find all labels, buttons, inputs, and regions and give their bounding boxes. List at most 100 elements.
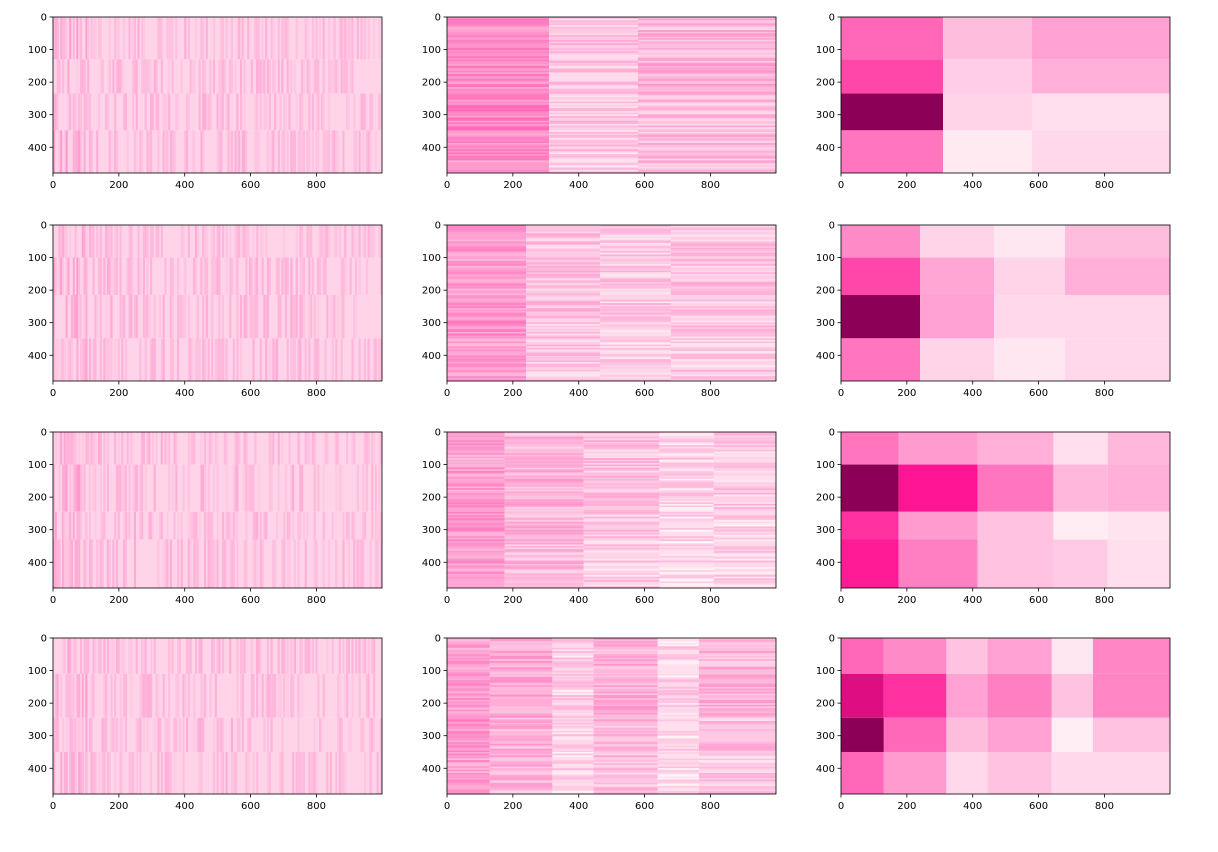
heatmap-stripe [659, 575, 714, 577]
axes-frame [446, 16, 777, 174]
heatmap-stripe [364, 751, 367, 794]
heatmap-stripe [150, 59, 153, 94]
heatmap-stripe [447, 488, 505, 491]
heatmap-stripe [187, 673, 190, 718]
heatmap-stripe [447, 88, 550, 91]
heatmap-stripe [243, 539, 246, 588]
heatmap-stripe [342, 511, 345, 540]
heatmap-stripe [447, 750, 490, 753]
y-tick-label: 0 [829, 634, 835, 645]
heatmap-stripe [638, 30, 776, 32]
heatmap-stripe [221, 717, 225, 752]
heatmap-stripe [593, 667, 658, 670]
heatmap-cell [841, 338, 921, 381]
heatmap-stripe [301, 225, 304, 258]
heatmap-stripe [108, 17, 111, 60]
heatmap-stripe [549, 54, 639, 57]
heatmap-cell [946, 717, 988, 752]
heatmap-stripe [447, 681, 490, 684]
heatmap-cell [987, 751, 1052, 794]
heatmap-stripe [335, 539, 338, 588]
heatmap-stripe [552, 662, 594, 665]
heatmap-stripe [126, 130, 129, 173]
heatmap-stripe [670, 309, 776, 312]
heatmap-stripe [218, 295, 221, 339]
heatmap-stripe [306, 17, 309, 60]
heatmap-stripe [337, 717, 340, 752]
heatmap-stripe [313, 338, 316, 381]
heatmap-stripe [638, 59, 776, 62]
heatmap-stripe [108, 257, 111, 296]
heatmap-stripe [526, 349, 601, 352]
heatmap-stripe [659, 486, 714, 489]
heatmap-stripe [333, 59, 336, 94]
heatmap-stripe [150, 511, 153, 540]
heatmap-stripe [698, 657, 776, 660]
heatmap-stripe [600, 339, 671, 342]
heatmap-stripe [447, 440, 505, 443]
heatmap-stripe [447, 724, 490, 727]
heatmap-stripe [230, 539, 234, 588]
heatmap-stripe [447, 486, 505, 489]
heatmap-stripe [195, 638, 198, 674]
heatmap-stripe [277, 638, 280, 674]
heatmap-stripe [54, 432, 57, 465]
heatmap-stripe [447, 133, 550, 136]
heatmap-stripe [659, 458, 714, 460]
heatmap-stripe [340, 17, 343, 60]
heatmap-cell [946, 751, 988, 794]
y-tick-label: 300 [816, 525, 835, 536]
heatmap-stripe [313, 432, 316, 465]
heatmap-stripe [659, 511, 714, 514]
heatmap-stripe [526, 275, 601, 278]
heatmap-stripe [447, 537, 505, 540]
x-tick-label: 800 [701, 595, 720, 606]
heatmap-stripe [526, 288, 601, 291]
heatmap-stripe [526, 296, 601, 299]
heatmap-stripe [299, 225, 302, 258]
heatmap-stripe [97, 539, 101, 588]
heatmap-stripe [367, 130, 370, 173]
heatmap-stripe [447, 647, 490, 650]
heatmap-stripe [72, 93, 75, 131]
heatmap-stripe [234, 225, 237, 258]
x-tick-label: 0 [838, 180, 844, 191]
y-tick-label: 0 [41, 428, 47, 439]
heatmap-stripe [356, 539, 359, 588]
heatmap-stripe [670, 374, 776, 377]
heatmap-stripe [549, 39, 639, 42]
heatmap-stripe [108, 338, 111, 381]
heatmap-stripe [447, 474, 505, 476]
heatmap-cell [898, 511, 978, 540]
heatmap-stripe [657, 678, 699, 681]
heatmap-stripe [489, 772, 553, 775]
heatmap-stripe [552, 647, 594, 650]
heatmap-stripe [204, 338, 207, 381]
heatmap-stripe [600, 357, 671, 360]
heatmap-stripe [526, 229, 601, 232]
heatmap-cell [53, 59, 382, 94]
heatmap-stripe [447, 328, 527, 331]
heatmap-stripe [60, 751, 63, 794]
heatmap-stripe [638, 38, 776, 41]
heatmap-stripe [293, 295, 297, 339]
heatmap-stripe [213, 539, 216, 588]
heatmap-stripe [657, 655, 699, 658]
heatmap-cells [53, 638, 383, 794]
heatmap-stripe [81, 464, 84, 512]
heatmap-stripe [447, 776, 490, 779]
heatmap-stripe [286, 511, 289, 540]
heatmap-stripe [713, 507, 776, 509]
heatmap-stripe [90, 432, 93, 465]
y-tick-label: 400 [422, 351, 441, 362]
heatmap-stripe [593, 712, 658, 715]
heatmap-stripe [698, 721, 776, 723]
heatmap-stripe [315, 59, 318, 94]
heatmap-cell [994, 338, 1065, 381]
heatmap-stripe [504, 562, 584, 565]
heatmap-stripe [549, 23, 639, 26]
heatmap-stripe [526, 303, 601, 305]
heatmap-stripe [72, 130, 75, 173]
heatmap-stripe [263, 59, 266, 94]
